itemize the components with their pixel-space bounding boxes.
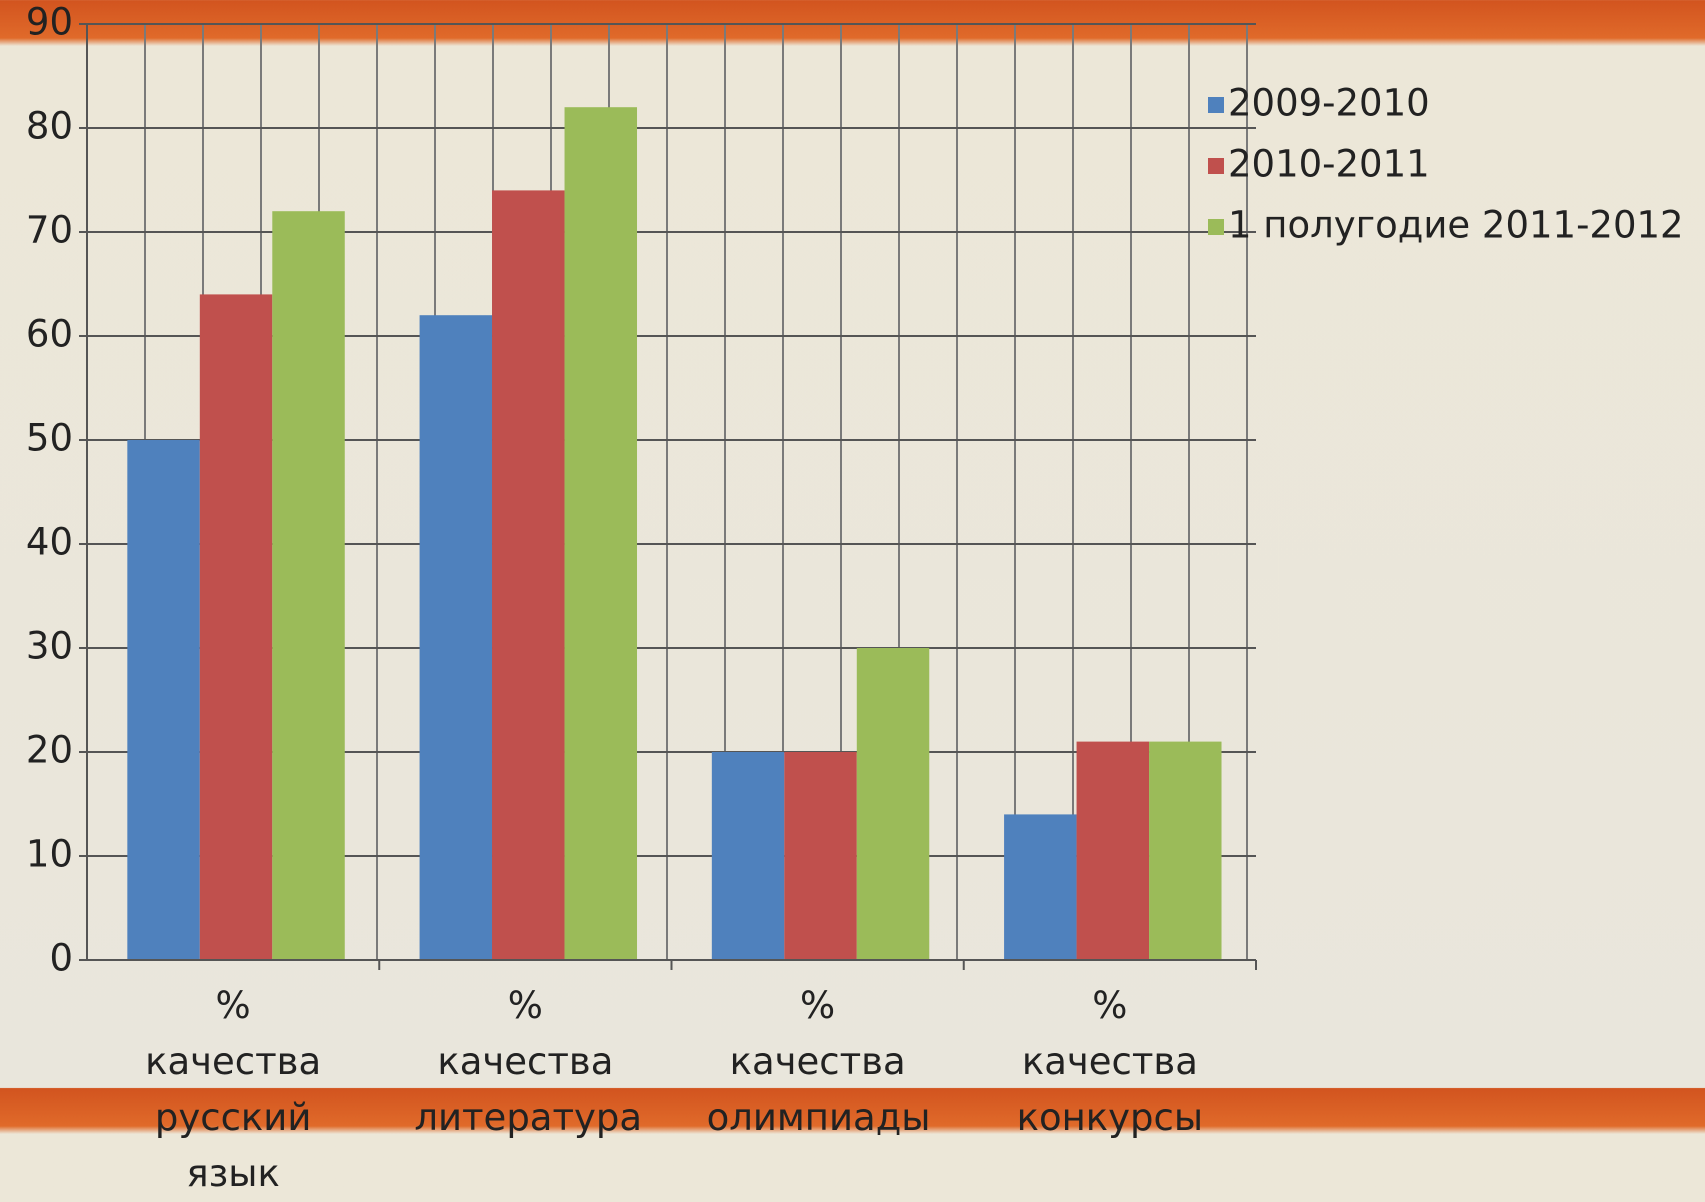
x-tick-label: % качества русский язык: [122, 978, 344, 1202]
bar: [200, 294, 272, 960]
bar: [1004, 814, 1076, 960]
y-tick-label: 30: [26, 625, 73, 668]
bar: [857, 648, 929, 960]
legend-swatch: [1208, 219, 1224, 235]
y-tick-label: 90: [26, 1, 73, 44]
x-tick-label: % качества литература: [414, 978, 636, 1146]
y-tick-label: 70: [26, 209, 73, 252]
bar: [1077, 742, 1149, 960]
x-tick-label: % качества конкурсы: [999, 978, 1221, 1146]
y-tick-label: 50: [26, 417, 73, 460]
legend-label: 1 полугодие 2011-2012: [1228, 204, 1684, 247]
bar: [492, 190, 564, 960]
x-tick-label: % качества олимпиады: [707, 978, 929, 1146]
page: 0 10 20 30 40 50 60 70 80 90 2009-2010 2010-2011 1 п…: [0, 0, 1705, 1088]
bar: [565, 107, 637, 960]
y-tick-label: 60: [26, 313, 73, 356]
chart: 0 10 20 30 40 50 60 70 80 90 2009-2010 2010-2011 1 п…: [0, 0, 1705, 1088]
legend-swatch: [1208, 97, 1224, 113]
bar: [272, 211, 344, 960]
y-tick-label: 10: [26, 833, 73, 876]
legend-swatch: [1208, 158, 1224, 174]
bar: [712, 752, 784, 960]
legend-label: 2010-2011: [1228, 143, 1430, 186]
y-tick-label: 80: [26, 105, 73, 148]
bar: [420, 315, 492, 960]
y-tick-label: 40: [26, 521, 73, 564]
y-tick-label: 20: [26, 729, 73, 772]
bar: [127, 440, 199, 960]
y-tick-label: 0: [49, 937, 73, 980]
legend-label: 2009-2010: [1228, 82, 1430, 125]
bar: [1149, 742, 1221, 960]
bar: [784, 752, 856, 960]
